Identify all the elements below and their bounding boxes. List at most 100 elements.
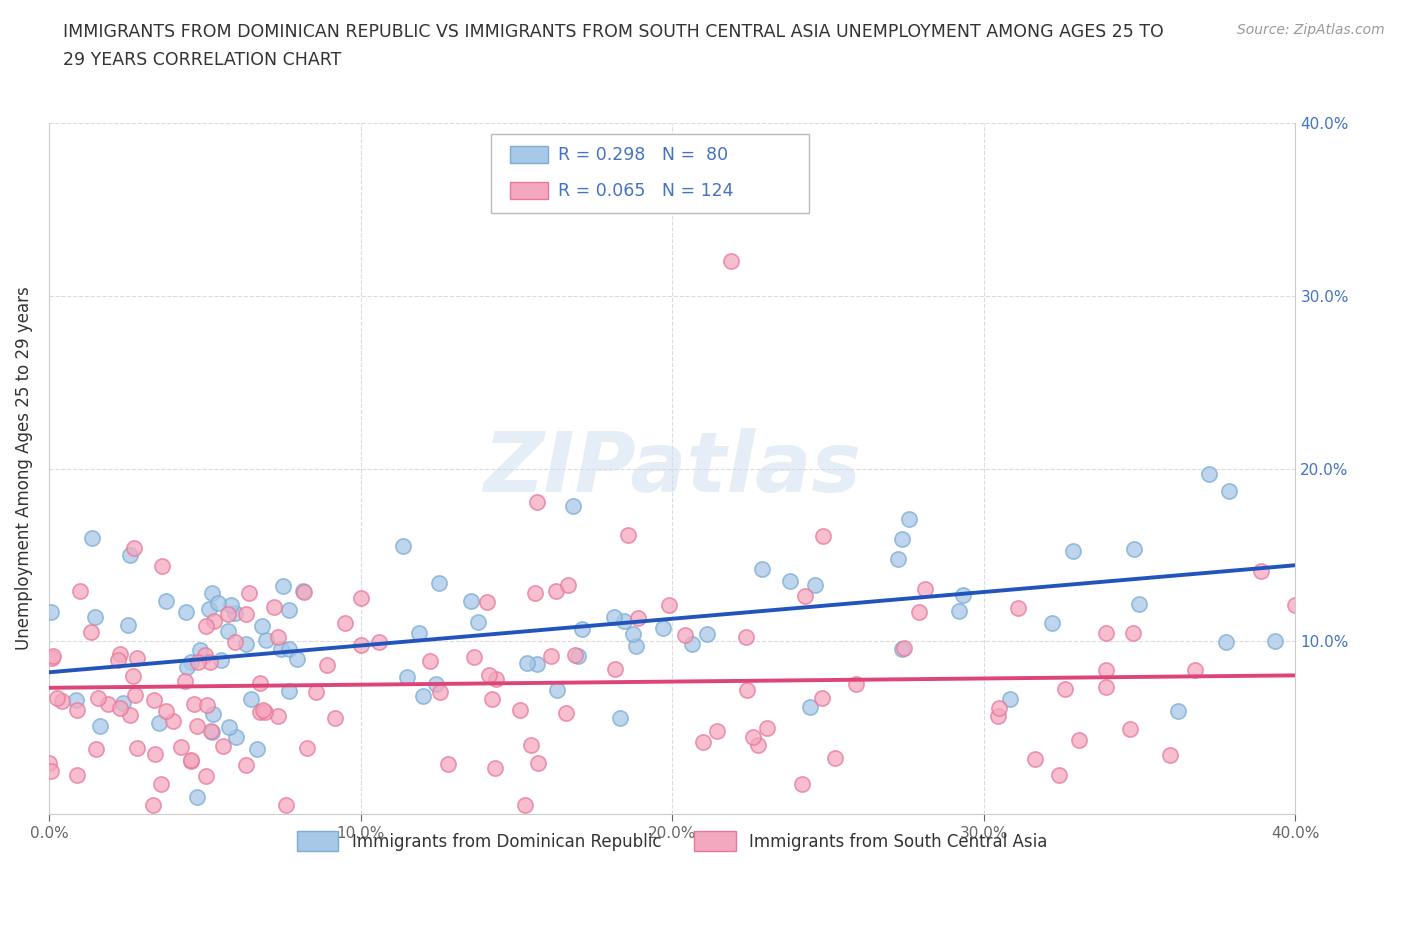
Point — [118, 707, 141, 722]
Point — [51, 694, 73, 709]
Point — [39, 764, 62, 779]
Point — [887, 551, 910, 566]
Point — [183, 697, 205, 711]
Point — [253, 704, 276, 719]
Point — [219, 598, 242, 613]
Point — [1095, 663, 1118, 678]
Point — [292, 585, 315, 600]
Point — [84, 741, 107, 756]
Point — [125, 740, 148, 755]
Point — [202, 614, 225, 629]
Point — [908, 605, 931, 620]
Point — [254, 632, 277, 647]
Y-axis label: Unemployment Among Ages 25 to 29 years: Unemployment Among Ages 25 to 29 years — [15, 286, 32, 650]
Text: Source: ZipAtlas.com: Source: ZipAtlas.com — [1237, 23, 1385, 37]
Point — [481, 692, 503, 707]
Point — [626, 639, 648, 654]
Text: 29 YEARS CORRELATION CHART: 29 YEARS CORRELATION CHART — [63, 51, 342, 69]
Point — [274, 798, 297, 813]
Point — [83, 609, 105, 624]
Point — [173, 673, 195, 688]
Point — [195, 619, 218, 634]
Point — [692, 735, 714, 750]
Point — [720, 254, 742, 269]
Point — [1198, 467, 1220, 482]
Point — [509, 702, 531, 717]
Point — [1000, 691, 1022, 706]
Point — [571, 621, 593, 636]
Point — [603, 610, 626, 625]
Point — [66, 703, 89, 718]
Point — [198, 655, 221, 670]
Point — [87, 691, 110, 706]
Point — [143, 747, 166, 762]
Point — [285, 652, 308, 667]
Point — [673, 628, 696, 643]
Point — [555, 705, 578, 720]
Point — [475, 594, 498, 609]
Point — [1264, 633, 1286, 648]
Point — [150, 559, 173, 574]
Point — [1128, 596, 1150, 611]
Point — [212, 738, 235, 753]
Point — [218, 719, 240, 734]
Point — [162, 713, 184, 728]
Point — [1250, 564, 1272, 578]
Point — [741, 729, 763, 744]
Point — [155, 703, 177, 718]
Point — [225, 729, 247, 744]
Point — [211, 652, 233, 667]
Point — [513, 798, 536, 813]
Point — [914, 581, 936, 596]
Point — [564, 647, 586, 662]
Point — [609, 711, 631, 725]
Point — [125, 650, 148, 665]
Text: R = 0.298   N =  80: R = 0.298 N = 80 — [558, 146, 728, 164]
Point — [429, 684, 451, 699]
Point — [794, 588, 817, 603]
Point — [198, 602, 221, 617]
Point — [516, 656, 538, 671]
Point — [45, 691, 67, 706]
Point — [120, 548, 142, 563]
Point — [519, 737, 541, 752]
Point — [561, 498, 583, 513]
Point — [323, 711, 346, 725]
Point — [277, 603, 299, 618]
Point — [436, 756, 458, 771]
Point — [1047, 767, 1070, 782]
Point — [252, 618, 274, 633]
Point — [419, 654, 441, 669]
Point — [651, 620, 673, 635]
Point — [195, 768, 218, 783]
Point — [485, 671, 508, 686]
Point — [246, 742, 269, 757]
Point — [799, 699, 821, 714]
Point — [1218, 484, 1240, 498]
Point — [155, 593, 177, 608]
Point — [546, 683, 568, 698]
Point — [180, 753, 202, 768]
Point — [755, 721, 778, 736]
Point — [108, 646, 131, 661]
Point — [201, 707, 224, 722]
Point — [180, 753, 202, 768]
Point — [149, 777, 172, 791]
Point — [891, 642, 914, 657]
Point — [987, 708, 1010, 723]
Point — [1062, 543, 1084, 558]
Text: IMMIGRANTS FROM DOMINICAN REPUBLIC VS IMMIGRANTS FROM SOUTH CENTRAL ASIA UNEMPLO: IMMIGRANTS FROM DOMINICAN REPUBLIC VS IM… — [63, 23, 1164, 41]
Point — [391, 538, 413, 553]
Point — [142, 798, 165, 813]
Point — [463, 650, 485, 665]
Point — [658, 598, 681, 613]
Point — [80, 530, 103, 545]
Point — [460, 593, 482, 608]
Point — [42, 648, 65, 663]
Point — [170, 739, 193, 754]
Point — [143, 692, 166, 707]
Point — [526, 495, 548, 510]
Point — [65, 693, 87, 708]
Bar — [510, 182, 547, 199]
Point — [195, 698, 218, 712]
